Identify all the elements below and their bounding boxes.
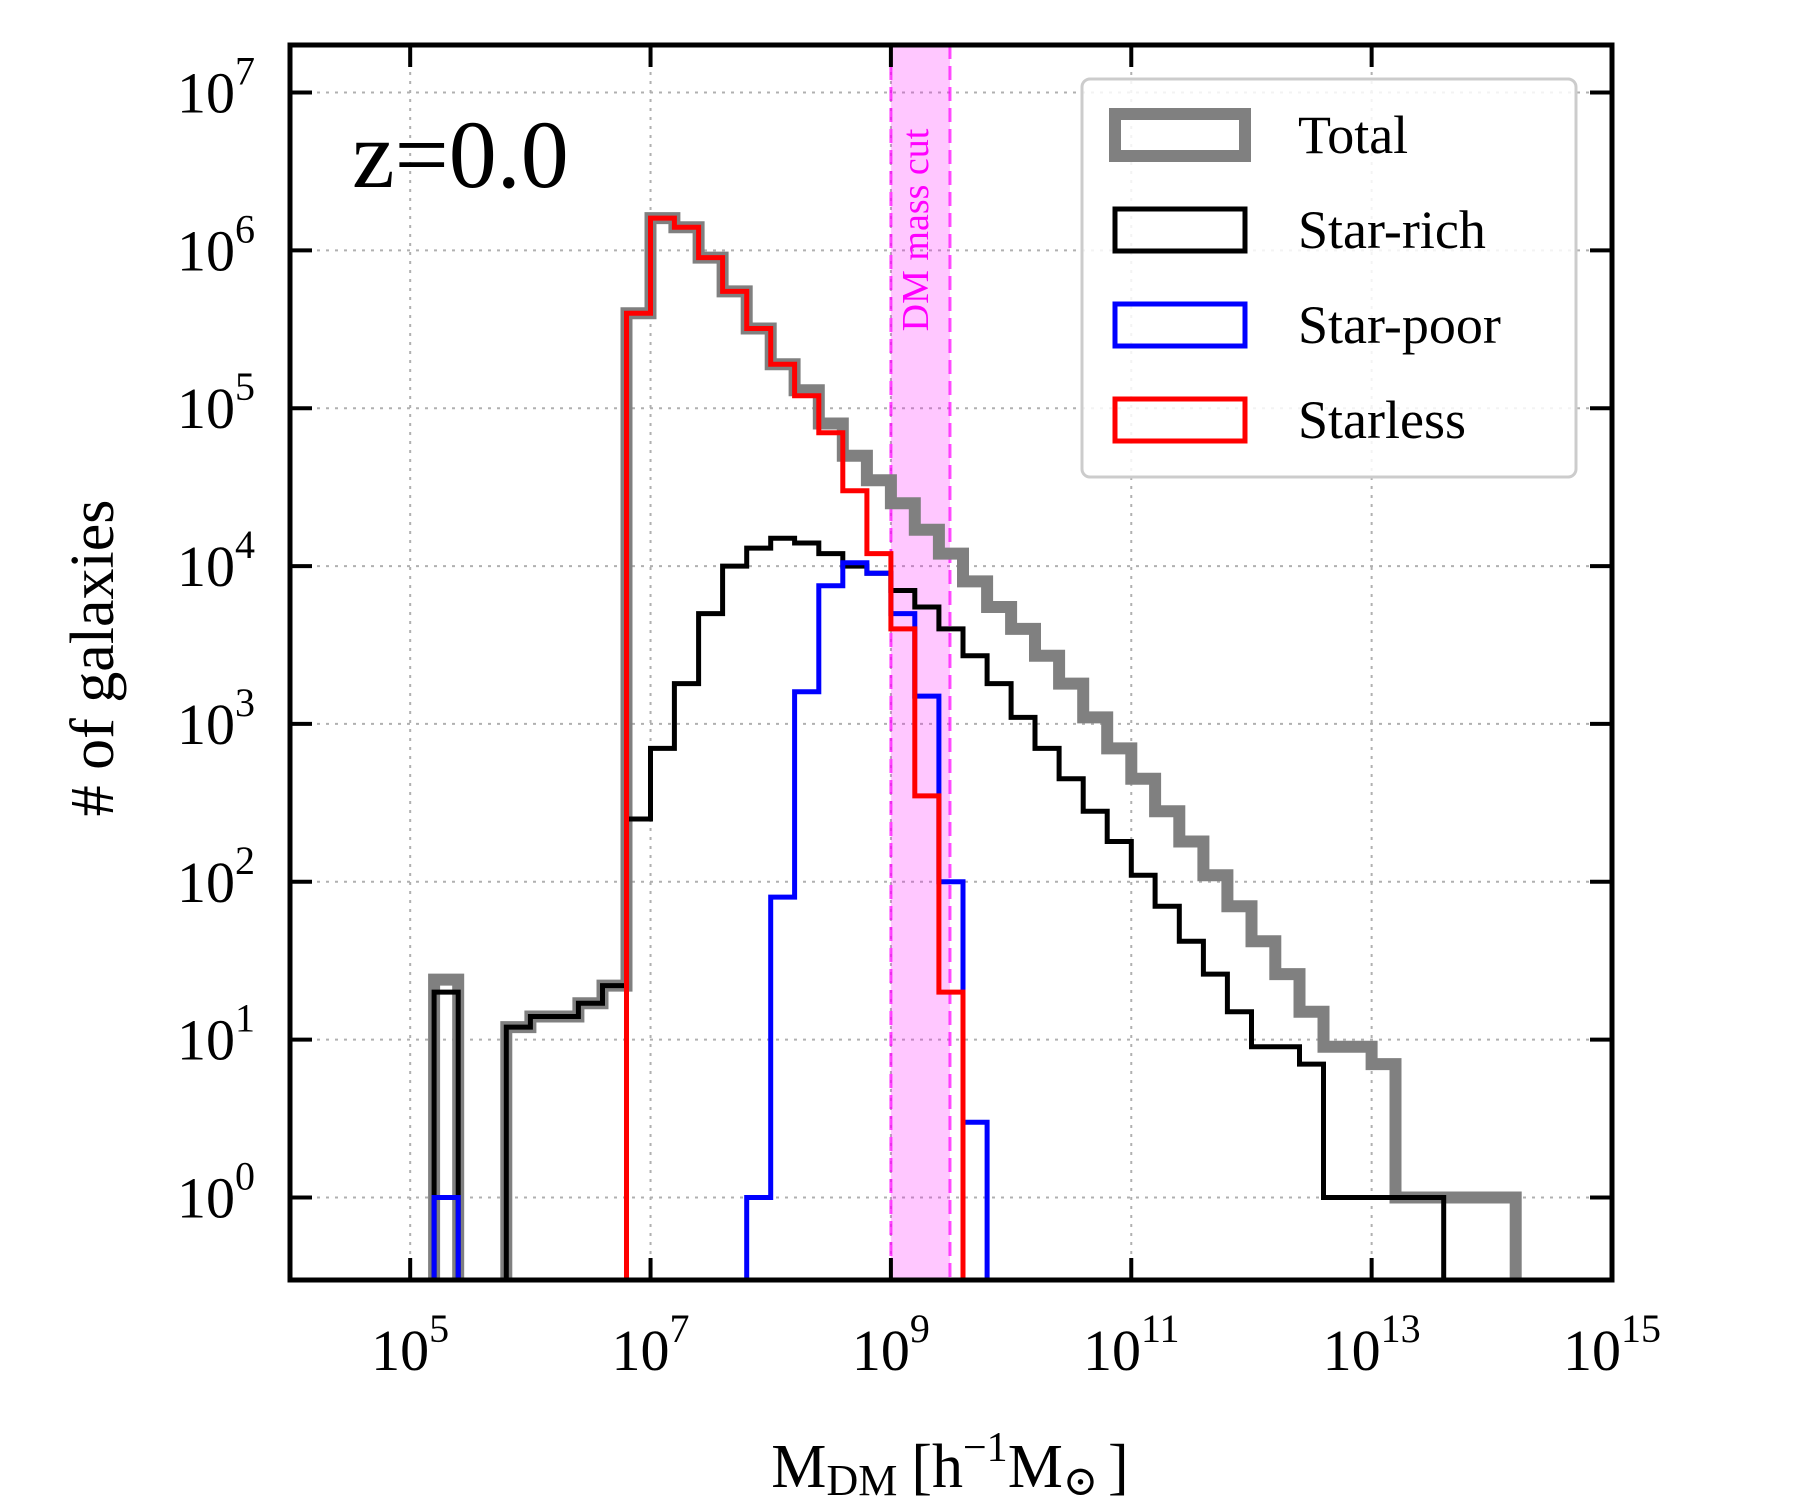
- legend-swatch-starless: [1112, 396, 1248, 444]
- x-tick-label: 109: [852, 1306, 930, 1383]
- legend-box: [1080, 77, 1578, 479]
- legend-label-star-rich: Star-rich: [1298, 200, 1486, 260]
- x-tick-label-base: 10: [612, 1318, 670, 1383]
- y-tick-label: 103: [177, 680, 255, 757]
- legend: Total Star-rich Star-poor Starless: [1080, 77, 1578, 479]
- x-axis-label-bracket-open: [h: [911, 1433, 963, 1500]
- x-tick-label-base: 10: [1323, 1318, 1381, 1383]
- y-tick-label-exp: 3: [235, 680, 255, 725]
- legend-swatch-star-poor: [1112, 301, 1248, 349]
- y-tick-label-base: 10: [177, 61, 235, 126]
- mass-cut-band-layer: [889, 45, 952, 1280]
- y-tick-label-exp: 0: [235, 1153, 255, 1198]
- x-tick-label-exp: 15: [1621, 1306, 1661, 1351]
- x-tick-label-base: 10: [852, 1318, 910, 1383]
- y-tick-label: 102: [177, 838, 255, 915]
- legend-label-total: Total: [1298, 105, 1408, 165]
- y-tick-label-exp: 7: [235, 49, 255, 94]
- y-tick-label: 105: [177, 364, 255, 441]
- legend-label-star-poor: Star-poor: [1298, 295, 1501, 355]
- x-tick-label-exp: 7: [670, 1306, 690, 1351]
- y-axis-label: # of galaxies: [59, 500, 127, 817]
- legend-label-starless: Starless: [1298, 390, 1466, 450]
- y-tick-label: 106: [177, 206, 255, 283]
- x-tick-label-base: 10: [371, 1318, 429, 1383]
- x-tick-label: 1011: [1083, 1306, 1180, 1383]
- legend-items: Total Star-rich Star-poor Starless: [1109, 105, 1501, 450]
- x-tick-label-base: 10: [1563, 1318, 1621, 1383]
- y-tick-label-exp: 2: [235, 838, 255, 883]
- x-axis-label-bracket-close: ]: [1108, 1433, 1129, 1500]
- y-tick-label-base: 10: [177, 1008, 235, 1073]
- series-star-rich-line: [431, 535, 1447, 1280]
- redshift-annotation: z=0.0: [352, 101, 569, 208]
- x-axis-label-unit: M: [1008, 1433, 1063, 1500]
- series-starless-line: [624, 215, 966, 1280]
- plot-frame-layer: [287, 42, 1615, 1283]
- y-tick-label-exp: 6: [235, 206, 255, 251]
- plot-frame: [287, 42, 1615, 1283]
- x-tick-label-base: 10: [1083, 1318, 1141, 1383]
- y-tick-label-base: 10: [177, 376, 235, 441]
- mass-cut-band: [890, 45, 950, 1280]
- x-axis-label-exp: −1: [963, 1425, 1008, 1471]
- y-tick-label: 104: [177, 522, 255, 599]
- x-tick-label: 1015: [1563, 1306, 1661, 1383]
- y-tick-label-base: 10: [177, 218, 235, 283]
- x-axis-label-sub: DM: [826, 1456, 897, 1500]
- y-tick-label-base: 10: [177, 692, 235, 757]
- mass-cut-label: DM mass cut: [895, 128, 937, 331]
- y-tick-label-base: 10: [177, 850, 235, 915]
- x-tick-label: 105: [371, 1306, 449, 1383]
- tick-layer: 105 107 109 1011 1013 10151001011021031041051…: [177, 45, 1661, 1383]
- y-tick-label-exp: 4: [235, 522, 255, 567]
- y-tick-label-exp: 5: [235, 364, 255, 409]
- y-tick-label-base: 10: [177, 534, 235, 599]
- legend-swatch-star-rich: [1112, 206, 1248, 254]
- y-tick-label: 107: [177, 49, 255, 126]
- y-tick-label: 100: [177, 1153, 255, 1230]
- x-tick-label-exp: 5: [429, 1306, 449, 1351]
- x-tick-label: 107: [612, 1306, 690, 1383]
- y-tick-label: 101: [177, 996, 255, 1073]
- x-tick-label-exp: 9: [910, 1306, 930, 1351]
- x-tick-label-exp: 13: [1381, 1306, 1421, 1351]
- series-layer: [428, 212, 1522, 1280]
- series-star-poor-line: [431, 560, 990, 1280]
- legend-swatch-total: [1109, 108, 1251, 162]
- sun-symbol: ⊙: [1063, 1459, 1098, 1500]
- x-tick-label-exp: 11: [1141, 1306, 1180, 1351]
- x-axis-label: MDM [h−1M⊙]: [771, 1425, 1128, 1500]
- x-tick-label: 1013: [1323, 1306, 1421, 1383]
- y-tick-label-exp: 1: [235, 996, 255, 1041]
- y-tick-label-base: 10: [177, 1165, 235, 1230]
- x-axis-label-main: M: [771, 1433, 826, 1500]
